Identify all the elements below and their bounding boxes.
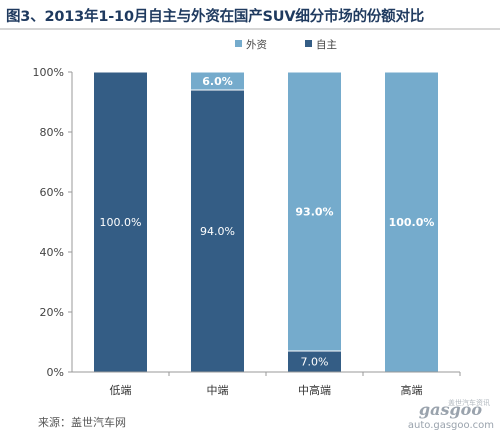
y-tick-label: 40% (40, 246, 64, 259)
axis-layer: 0% 20% 40% 60% 80% 100% 低端 中端 中高端 高端 (33, 66, 461, 397)
watermark-url: auto.gasgoo.com (407, 420, 494, 431)
data-label: 94.0% (200, 225, 235, 238)
y-tick-label: 60% (40, 186, 64, 199)
data-label: 6.0% (202, 75, 233, 88)
legend-swatch-foreign (235, 40, 242, 47)
watermark-logo: gasgoo (418, 400, 482, 419)
x-tick-label: 低端 (110, 384, 132, 397)
watermark: 盖世汽车资讯 gasgoo auto.gasgoo.com (404, 398, 494, 438)
bar-segment-domestic (190, 89, 245, 373)
bar-segment-foreign (190, 71, 245, 91)
y-tick-label: 100% (33, 66, 64, 79)
source-note: 来源：盖世汽车网 (38, 416, 126, 429)
bar-segment-foreign (287, 71, 342, 352)
labels-layer: 100.0% 94.0% 6.0% 7.0% 93.0% 100.0% (100, 75, 435, 369)
legend: 外资 自主 (235, 38, 337, 51)
data-label: 100.0% (389, 216, 435, 229)
legend-label-domestic: 自主 (316, 38, 337, 51)
x-tick-label: 中端 (207, 384, 229, 397)
data-label: 7.0% (301, 356, 329, 369)
watermark-cn: 盖世汽车资讯 (448, 399, 490, 407)
y-tick-label: 80% (40, 126, 64, 139)
x-tick-label: 中高端 (298, 383, 331, 397)
x-tick-label: 高端 (401, 383, 423, 397)
chart-title: 图3、2013年1-10月自主与外资在国产SUV细分市场的份额对比 (6, 9, 425, 25)
data-label: 100.0% (100, 216, 142, 229)
data-label: 93.0% (295, 206, 333, 219)
bars-layer (93, 71, 439, 373)
stacked-bar-chart: 外资 自主 100.0% 94.0% 6.0% 7.0% 93.0% 100.0% 0% 2… (33, 38, 461, 397)
legend-swatch-domestic (305, 40, 312, 47)
y-tick-label: 0% (47, 366, 64, 379)
bar-segment-domestic (93, 71, 148, 373)
y-tick-label: 20% (40, 306, 64, 319)
bar-segment-foreign (384, 71, 439, 373)
legend-label-foreign: 外资 (246, 39, 267, 51)
title-bar: 图3、2013年1-10月自主与外资在国产SUV细分市场的份额对比 (0, 0, 500, 30)
